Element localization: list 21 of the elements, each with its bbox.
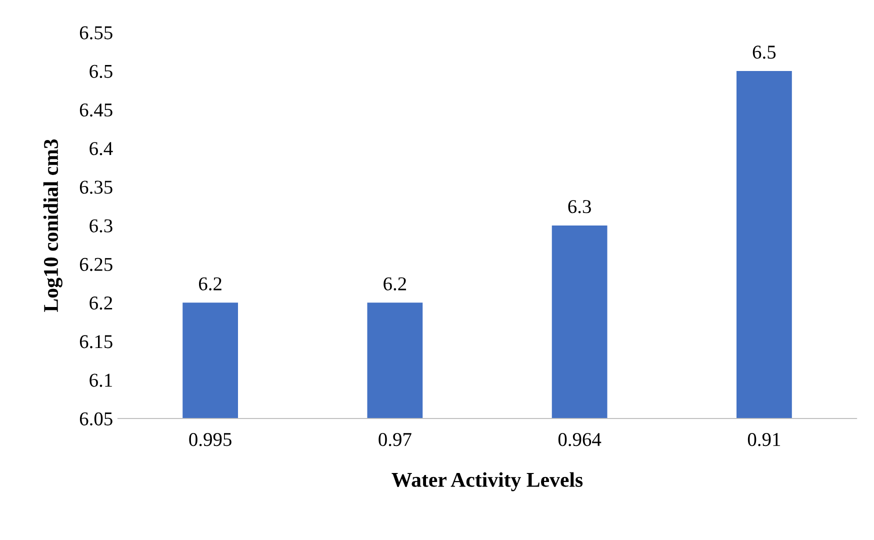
y-tick-label: 6.1 [90,374,112,387]
x-tick-label: 0.97 [378,432,412,446]
y-tick-label: 6.25 [80,258,112,272]
y-tick-label: 6.5 [90,64,112,78]
x-tick-label: 0.995 [189,432,232,446]
y-tick-label: 6.45 [80,103,112,117]
data-label: 6.2 [384,277,406,290]
x-tick-label: 0.964 [558,432,602,446]
y-axis-title: Log10 conidial cm3 [43,139,62,312]
y-tick-label: 6.15 [80,335,112,348]
y-tick-label: 6.55 [80,26,112,40]
x-tick-label: 0.91 [748,432,780,446]
data-label: 6.5 [752,46,776,59]
data-label: 6.3 [568,200,591,214]
y-tick-label: 6.2 [90,296,112,310]
y-tick-label: 6.05 [80,412,112,426]
y-tick-label: 6.35 [80,180,112,194]
y-tick-label: 6.4 [90,142,113,156]
y-tick-label: 6.3 [90,219,112,232]
data-label: 6.2 [198,277,222,290]
x-axis-title: Water Activity Levels [392,472,583,492]
